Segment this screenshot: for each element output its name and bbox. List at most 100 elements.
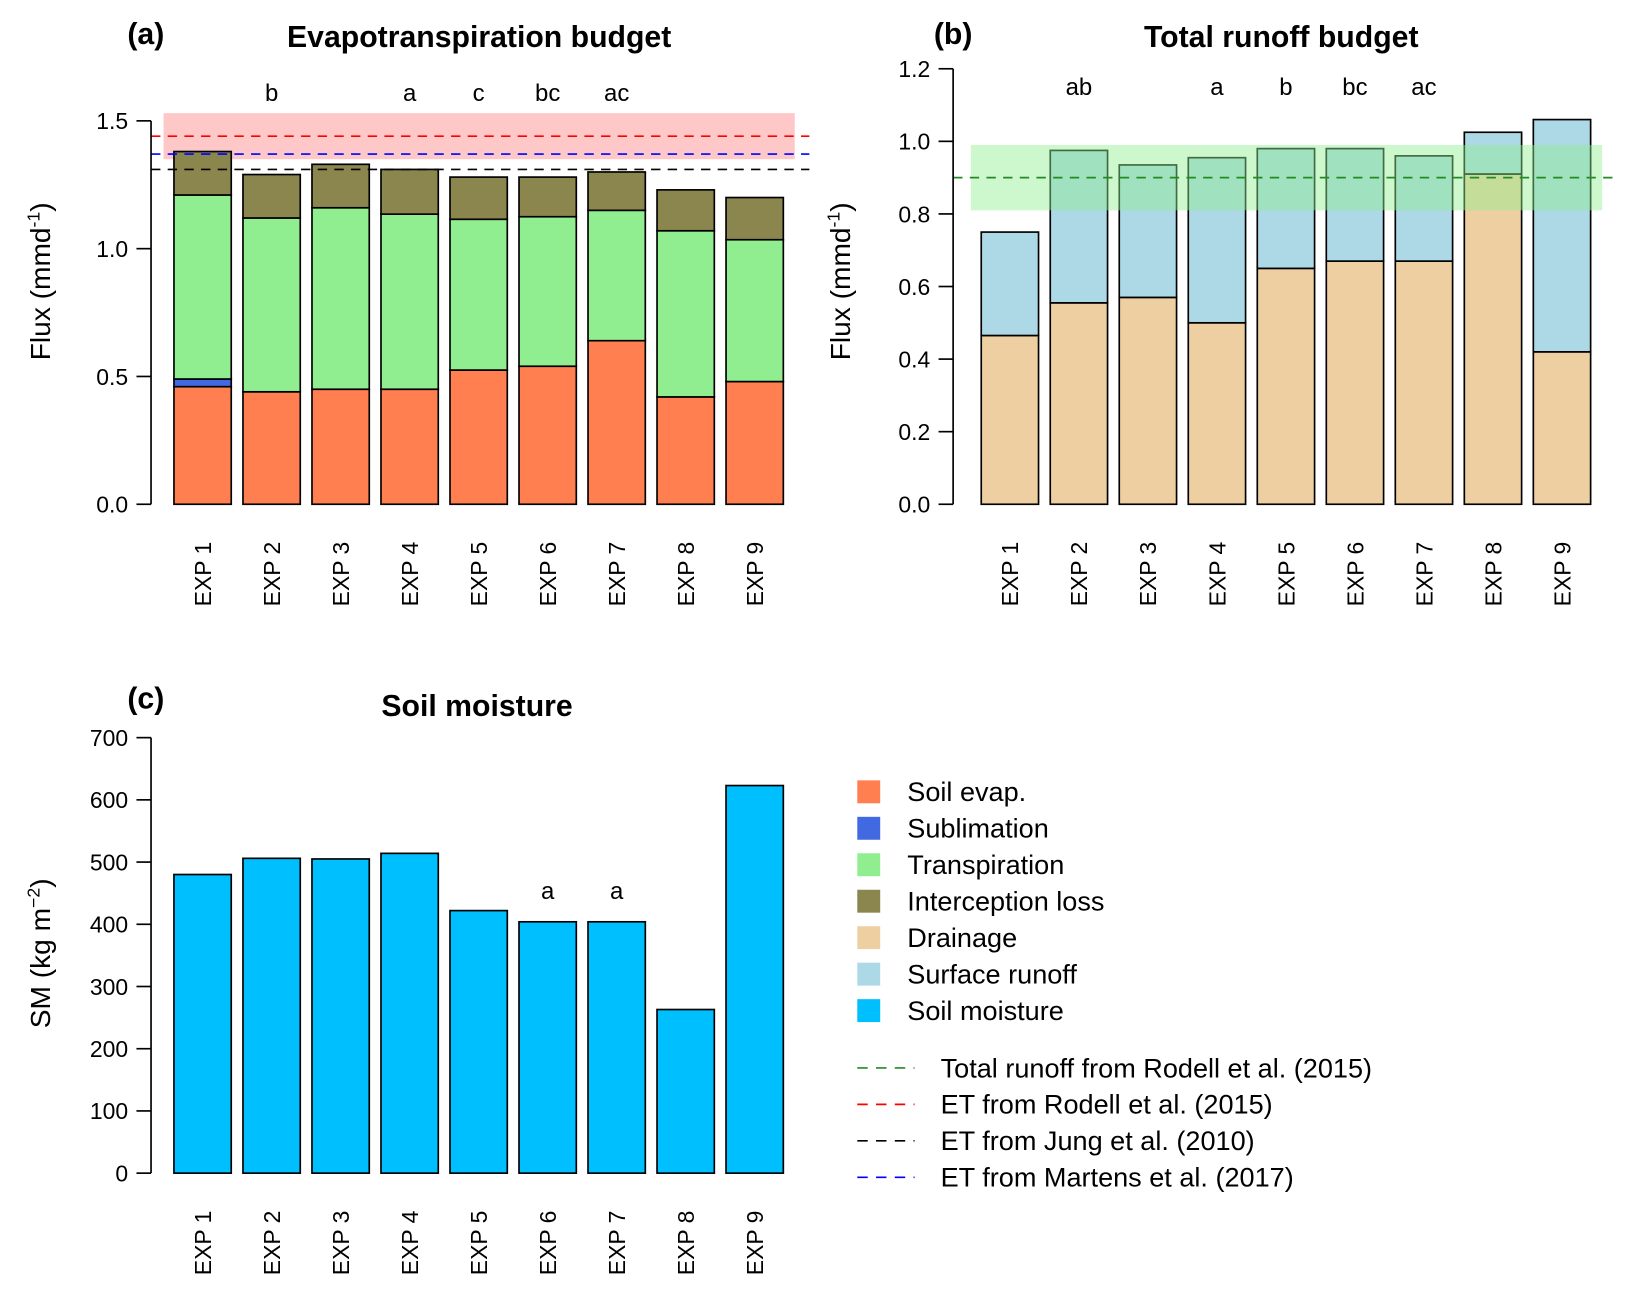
significance-letter: ab (1066, 74, 1093, 101)
y-tick-label: 0.2 (898, 419, 930, 445)
x-tick-label: EXP 9 (1549, 542, 1575, 607)
legend-swatch (857, 780, 881, 804)
bar-segment (725, 784, 785, 1174)
bar-segment (173, 378, 233, 388)
x-tick-label: EXP 1 (190, 542, 216, 607)
bar-segment (587, 171, 647, 212)
bar-segment (380, 852, 440, 1174)
bar-segment (1049, 149, 1109, 304)
significance-letter: c (473, 80, 485, 107)
bar-segment (1394, 155, 1454, 262)
bar-segment (518, 920, 578, 1174)
significance-letter: a (610, 878, 624, 905)
significance-letter: b (1279, 74, 1292, 101)
bar-segment (1049, 302, 1109, 506)
y-tick-label: 0.6 (898, 274, 930, 300)
x-tick-label: EXP 6 (1342, 542, 1368, 607)
y-tick-label: 1.2 (898, 56, 930, 82)
legend-label: ET from Jung et al. (2010) (941, 1125, 1255, 1156)
bar-segment (1256, 147, 1316, 270)
bar-segment (656, 189, 716, 232)
bar-segment (980, 231, 1040, 337)
legend-label: ET from Martens et al. (2017) (941, 1162, 1294, 1193)
bar-segment (1463, 173, 1523, 506)
significance-letter: bc (1342, 74, 1367, 101)
legend-swatch (857, 816, 881, 840)
panel-label: (c) (127, 682, 164, 715)
x-tick-label: EXP 7 (1411, 542, 1437, 607)
bar-segment (587, 920, 647, 1174)
bar-segment (449, 176, 509, 221)
bar-segment (173, 873, 233, 1174)
bar-segment (1187, 321, 1247, 506)
chart-title: Evapotranspiration budget (287, 21, 671, 54)
bar-segment (380, 168, 440, 215)
bar-segment (518, 215, 578, 368)
y-axis-label: Flux (mmd-1) (824, 202, 856, 360)
legend-swatch (857, 999, 881, 1023)
bar-segment (449, 369, 509, 506)
bar-segment (656, 1008, 716, 1174)
bar-segment (311, 163, 371, 209)
bar-segment (242, 217, 302, 393)
x-tick-label: EXP 6 (535, 1211, 561, 1276)
y-tick-label: 0.8 (898, 201, 930, 227)
y-tick-label: 1.0 (96, 236, 128, 262)
bar-segment (587, 339, 647, 506)
panel-label: (b) (934, 18, 973, 51)
x-tick-label: EXP 5 (1273, 542, 1299, 607)
bar-segment (449, 218, 509, 371)
legend-label: ET from Rodell et al. (2015) (941, 1089, 1273, 1120)
significance-letter: ac (604, 80, 629, 107)
x-tick-label: EXP 6 (535, 542, 561, 607)
bar-segment (311, 388, 371, 506)
bar-segment (173, 194, 233, 380)
bar-segment (1325, 260, 1385, 506)
x-tick-label: EXP 3 (328, 542, 354, 607)
y-tick-label: 0.4 (898, 346, 930, 372)
bar-segment (1256, 267, 1316, 506)
bar-segment (1394, 260, 1454, 506)
bar-segment (173, 385, 233, 506)
significance-letter: bc (535, 80, 560, 107)
y-tick-label: 300 (90, 974, 128, 1000)
legend-label: Interception loss (907, 886, 1104, 917)
significance-letter: a (403, 80, 417, 107)
y-tick-label: 1.5 (96, 108, 128, 134)
bar-segment (518, 365, 578, 506)
bar-segment (1463, 131, 1523, 175)
x-tick-label: EXP 7 (604, 542, 630, 607)
bar-segment (449, 909, 509, 1174)
significance-letter: b (265, 80, 278, 107)
x-tick-label: EXP 8 (1480, 542, 1506, 607)
legend-swatch (857, 853, 881, 877)
legend-label: Sublimation (907, 813, 1048, 844)
bar-segment (1118, 296, 1178, 506)
bar-segment (725, 238, 785, 383)
x-tick-label: EXP 2 (259, 542, 285, 607)
bar-segment (173, 150, 233, 196)
x-tick-label: EXP 8 (673, 542, 699, 607)
legend-swatch (857, 889, 881, 913)
bar-segment (518, 176, 578, 218)
legend: Soil evap. Sublimation Transpiration Interc… (857, 776, 1372, 1193)
chart-title: Total runoff budget (1144, 21, 1419, 54)
bar-segment (311, 858, 371, 1174)
y-tick-label: 0 (115, 1160, 128, 1186)
x-tick-label: EXP 8 (673, 1211, 699, 1276)
panel-soil-moisture: (c) Soil moisture EXP 1 EXP 2 EXP 3 EXP 4 EXP … (24, 682, 785, 1276)
y-tick-label: 0.0 (96, 492, 128, 518)
bar-segment (242, 857, 302, 1174)
legend-label: Soil moisture (907, 995, 1064, 1026)
bar-segment (380, 213, 440, 391)
bar-segment (1325, 147, 1385, 262)
bar-segment (1118, 164, 1178, 299)
y-tick-label: 500 (90, 849, 128, 875)
y-tick-label: 1.0 (898, 129, 930, 155)
bar-segment (311, 206, 371, 391)
bar-segment (587, 209, 647, 342)
x-tick-label: EXP 1 (997, 542, 1023, 607)
legend-swatch (857, 962, 881, 986)
y-tick-label: 600 (90, 787, 128, 813)
legend-label: Soil evap. (907, 776, 1026, 807)
